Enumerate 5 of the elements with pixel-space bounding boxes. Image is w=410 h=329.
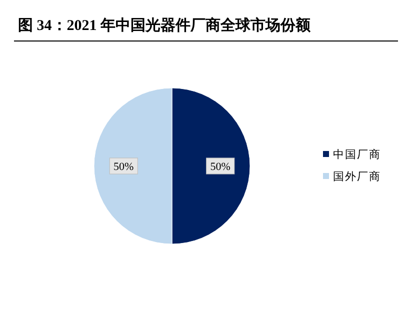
chart-title: 图 34：2021 年中国光器件厂商全球市场份额 xyxy=(18,16,312,34)
legend-label: 国外厂商 xyxy=(333,170,381,183)
legend-label: 中国厂商 xyxy=(333,148,381,161)
data-label: 50% xyxy=(114,161,134,173)
data-label: 50% xyxy=(210,161,230,173)
